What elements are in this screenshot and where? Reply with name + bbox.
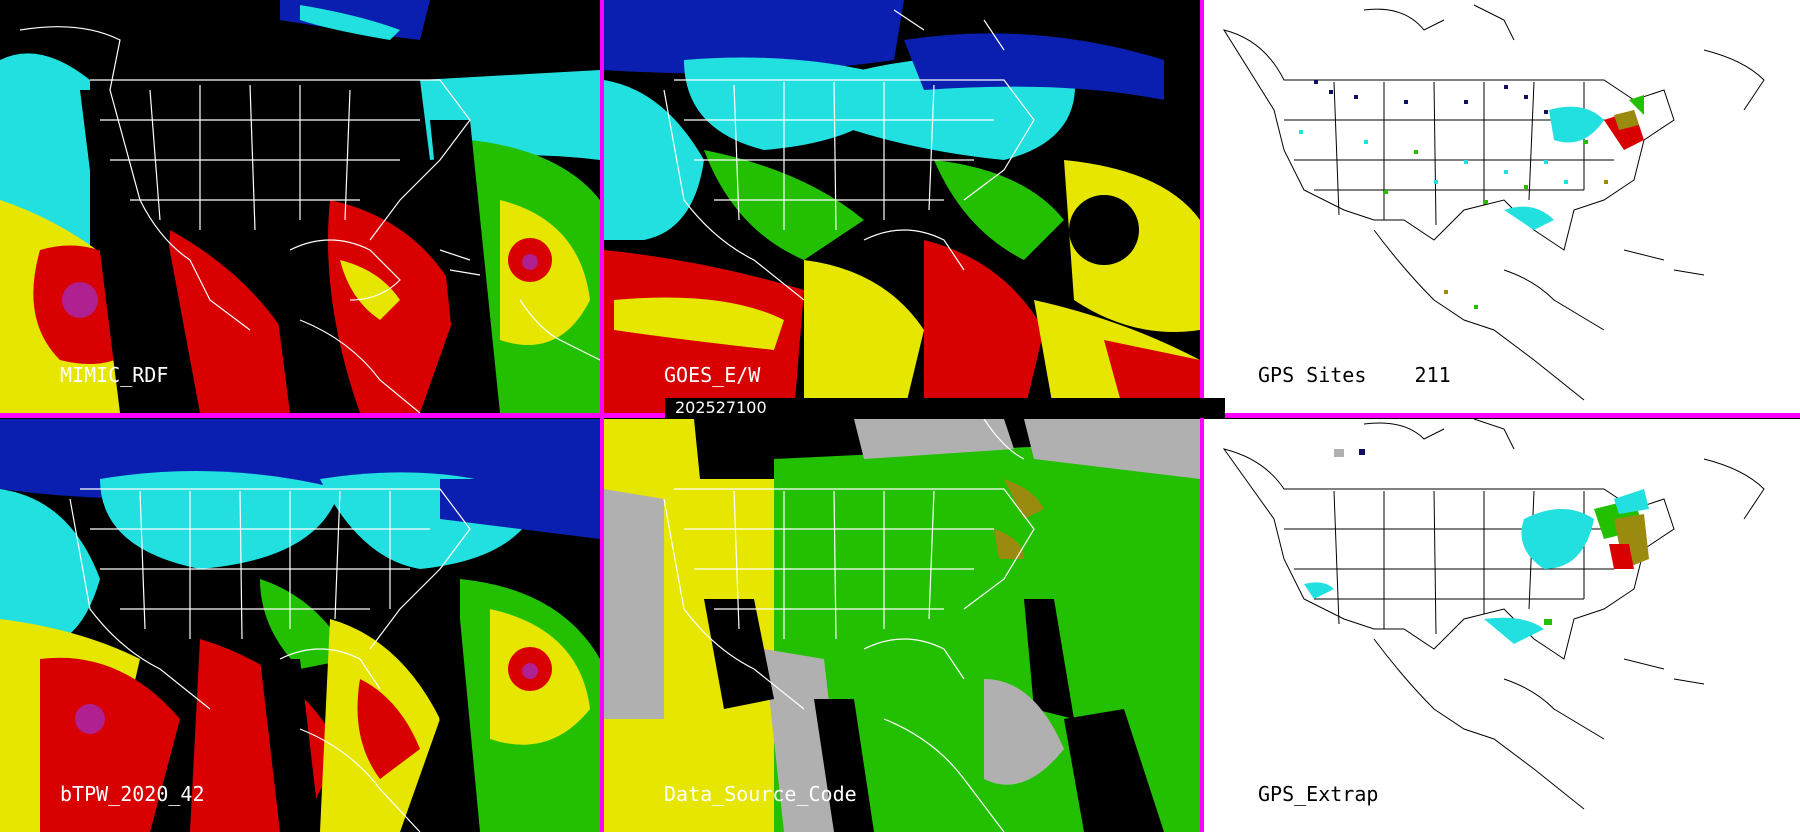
panel-btpw: bTPW_2020_42 [0,419,600,832]
panel-label: GPS Sites 211 [1258,363,1451,387]
panel-mimic-rdf: MIMIC_RDF [0,0,600,413]
panel-label: bTPW_2020_42 [60,782,205,806]
panel-label: GOES_E/W [664,363,761,387]
panel-gps-extrap: GPS_Extrap [1204,419,1800,832]
panel-label: Data_Source_Code [664,782,857,806]
timestamp-label: 202527100 [665,398,1225,418]
gps-extrap-map [1204,419,1800,832]
panel-data-source: Data_Source_Code [604,419,1200,832]
gps-site-markers [1299,80,1644,309]
mimic-rdf-map [0,0,600,413]
gps-sites-count: 211 [1414,363,1451,387]
panel-label: GPS_Extrap [1258,782,1379,806]
panel-goes-ew: GOES_E/W [604,0,1200,413]
panel-label: MIMIC_RDF [60,363,169,387]
panel-gps-sites: GPS Sites 211 [1204,0,1800,413]
btpw-map [0,419,600,832]
goes-ew-map [604,0,1200,413]
data-source-map [604,419,1200,832]
gps-sites-map [1204,0,1800,413]
gps-sites-label: GPS Sites [1258,363,1367,387]
